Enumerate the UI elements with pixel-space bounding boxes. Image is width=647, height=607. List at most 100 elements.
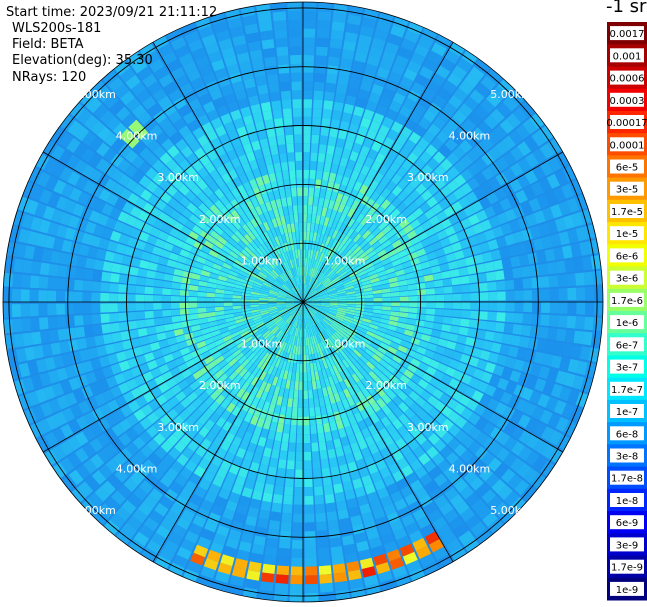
gate-cell (290, 575, 303, 585)
gate-cell (549, 302, 559, 314)
gate-cell (392, 406, 404, 418)
gate-cell (340, 194, 349, 205)
gate-cell (479, 302, 489, 311)
gate-cell (337, 129, 348, 140)
gate-cell (313, 280, 320, 289)
gate-cell (321, 467, 331, 478)
gate-cell (317, 538, 329, 549)
gate-cell (329, 248, 337, 258)
gate-cell (227, 237, 237, 247)
gate-cell (222, 350, 232, 359)
gate-cell (271, 284, 280, 290)
gate-cell (234, 315, 244, 321)
gate-cell (352, 523, 365, 535)
gate-cell (179, 82, 194, 96)
gate-cell (82, 292, 92, 302)
gate-cell (172, 554, 189, 568)
gate-cell (501, 367, 513, 380)
gate-cell (523, 302, 533, 313)
gate-cell (160, 346, 172, 356)
gate-cell (237, 273, 247, 280)
gate-cell (136, 277, 146, 286)
gate-cell (536, 194, 550, 209)
gate-cell (227, 324, 238, 331)
gate-cell (288, 442, 296, 452)
gate-cell (381, 393, 392, 405)
gate-cell (340, 258, 349, 267)
gate-cell (255, 378, 263, 389)
gate-cell (244, 23, 259, 35)
gate-cell (477, 320, 488, 330)
gate-cell (259, 293, 269, 297)
gate-cell (355, 295, 365, 299)
gate-cell (154, 271, 165, 280)
gate-cell (371, 391, 381, 402)
gate-cell (355, 298, 365, 302)
gate-cell (343, 103, 355, 115)
gate-cell (292, 205, 298, 215)
gate-cell (250, 296, 260, 300)
gate-cell (232, 374, 242, 385)
gate-cell (73, 279, 84, 291)
gate-cell (516, 398, 529, 413)
gate-cell (31, 261, 42, 275)
gate-cell (350, 274, 360, 281)
gate-cell (278, 225, 285, 235)
gate-cell (342, 535, 355, 546)
gate-cell (338, 326, 348, 333)
gate-cell (585, 286, 595, 300)
gate-cell (426, 295, 436, 302)
gate-cell (271, 357, 278, 367)
gate-cell (324, 431, 333, 442)
colorbar-label: 1.7e-7 (611, 385, 643, 396)
gate-cell (247, 470, 258, 481)
gate-cell (435, 345, 446, 355)
gate-cell (464, 365, 476, 377)
gate-cell (375, 387, 386, 398)
gate-cell (188, 98, 202, 111)
gate-cell (214, 338, 225, 347)
gate-cell (404, 30, 420, 44)
gate-cell (232, 305, 242, 310)
gate-cell (231, 395, 241, 406)
gate-cell (419, 66, 434, 80)
gate-cell (270, 271, 278, 279)
gate-cell (441, 531, 457, 546)
gate-cell (234, 145, 245, 157)
gate-cell (328, 306, 338, 310)
gate-cell (439, 331, 450, 340)
gate-cell (533, 422, 547, 437)
gate-cell (305, 592, 319, 602)
gate-cell (258, 184, 267, 195)
gate-cell (303, 295, 310, 302)
gate-cell (276, 302, 286, 304)
gate-cell (351, 220, 360, 231)
gate-cell (371, 281, 381, 287)
gate-cell (501, 468, 516, 484)
gate-cell (432, 322, 443, 331)
gate-cell (496, 102, 512, 118)
gate-cell (337, 352, 345, 361)
gate-cell (243, 114, 254, 126)
gate-cell (508, 129, 524, 145)
gate-cell (268, 82, 280, 93)
gate-cell (260, 328, 269, 336)
gate-cell (364, 246, 374, 255)
gate-cell (391, 63, 406, 76)
gate-cell (371, 160, 382, 172)
gate-cell (203, 197, 214, 209)
gate-cell (315, 283, 323, 291)
gate-cell (349, 150, 359, 162)
gate-cell (288, 279, 295, 288)
gate-cell (356, 236, 365, 246)
gate-cell (173, 402, 185, 415)
gate-cell (536, 339, 547, 352)
gate-cell (254, 205, 263, 216)
azimuth-spoke (302, 41, 454, 303)
gate-cell (234, 89, 247, 101)
gate-cell (374, 420, 385, 432)
gate-cell (495, 141, 509, 156)
gate-cell (532, 302, 542, 313)
gate-cell (319, 582, 334, 593)
ring-label: 2.00km (365, 379, 407, 392)
